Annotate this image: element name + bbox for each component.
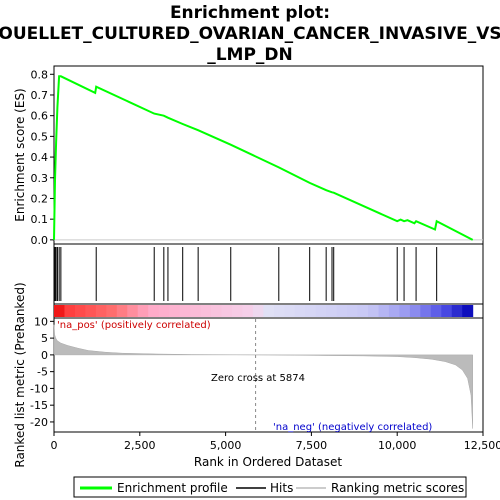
title-line-3: _LMP_DN: [207, 45, 293, 65]
hits-panel: [53, 243, 484, 305]
colorbar-segment: [462, 305, 474, 317]
colorbar-segment: [200, 305, 212, 317]
colorbar-segment: [137, 305, 149, 317]
colorbar-segment: [263, 305, 275, 317]
colorbar-segment: [179, 305, 191, 317]
x-tick-label: 2,500: [124, 439, 156, 452]
colorbar-segment: [315, 305, 327, 317]
colorbar-segment: [326, 305, 338, 317]
metric-ytick-label: -5: [37, 366, 48, 379]
na-neg-annotation: 'na_neg' (negatively correlated): [273, 422, 432, 433]
colorbar-segment: [336, 305, 348, 317]
rank-colorbar: [53, 303, 484, 319]
colorbar-segment: [190, 305, 202, 317]
x-tick-label: 7,500: [296, 439, 328, 452]
x-axis: 0 2,500 5,000 7,500 10,000 12,500: [51, 432, 500, 452]
colorbar-segment: [211, 305, 222, 317]
colorbar-segment: [368, 305, 379, 317]
es-ytick-label: 0.4: [31, 151, 49, 164]
colorbar-segment: [231, 305, 243, 317]
colorbar-segment: [64, 305, 76, 317]
metric-ytick-label: 0: [41, 349, 48, 362]
colorbar-segment: [95, 305, 107, 317]
es-ytick-label: 0.1: [31, 213, 49, 226]
metric-ytick-label: -10: [30, 382, 48, 395]
metric-yticks: 10 5 0 -5 -10 -15 -20: [30, 315, 54, 429]
hit-lines: [54, 247, 438, 301]
colorbar-segment: [106, 305, 118, 317]
x-tick-label: 0: [51, 439, 58, 452]
legend-box: [73, 476, 467, 498]
es-ytick-label: 0.5: [31, 130, 49, 143]
colorbar-segment: [127, 305, 139, 317]
colorbar-segment: [85, 305, 97, 317]
legend-enrichment-label: Enrichment profile: [117, 481, 228, 495]
x-axis-label: Rank in Ordered Dataset: [194, 455, 342, 469]
colorbar-segment: [305, 305, 317, 317]
colorbar-segment: [441, 305, 453, 317]
ranking-metric-area: [53, 324, 473, 429]
metric-ytick-label: 5: [41, 332, 48, 345]
es-ytick-label: 0.8: [31, 68, 49, 81]
colorbar-segment: [430, 305, 442, 317]
colorbar-segment: [74, 305, 86, 317]
colorbar-segment: [252, 305, 264, 317]
colorbar-segment: [378, 305, 390, 317]
x-tick-label: 5,000: [210, 439, 242, 452]
colorbar-segment: [284, 305, 296, 317]
title-line-1: Enrichment plot:: [170, 3, 330, 23]
x-tick-label: 12,500: [464, 439, 500, 452]
colorbar-segment: [420, 305, 432, 317]
colorbar-segment: [451, 305, 463, 317]
enrichment-profile-line: [53, 75, 474, 241]
x-tick-label: 10,000: [378, 439, 417, 452]
colorbar-segment: [116, 305, 128, 317]
colorbar-segment: [273, 305, 285, 317]
colorbar-segment: [148, 305, 160, 317]
legend-metric-label: Ranking metric scores: [331, 481, 464, 495]
title-line-2: OUELLET_CULTURED_OVARIAN_CANCER_INVASIVE…: [0, 24, 500, 44]
colorbar-segment: [409, 305, 421, 317]
colorbar-segment: [347, 305, 359, 317]
colorbar-segment: [242, 305, 254, 317]
legend-hits-label: Hits: [270, 481, 293, 495]
es-ytick-label: 0.2: [31, 192, 49, 205]
colorbar-segment: [221, 305, 233, 317]
colorbar-segment: [357, 305, 369, 317]
es-ytick-label: 0.3: [31, 172, 49, 185]
es-panel-frame: [53, 65, 484, 245]
metric-ytick-label: 10: [34, 315, 48, 328]
colorbar-segment: [169, 305, 181, 317]
colorbar-segment: [294, 305, 306, 317]
na-pos-annotation: 'na_pos' (positively correlated): [57, 320, 211, 331]
es-ytick-label: 0.6: [31, 110, 49, 123]
colorbar-segment: [399, 305, 411, 317]
metric-panel-frame: [53, 317, 484, 433]
es-ytick-label: 0.7: [31, 89, 49, 102]
hits-panel-frame: [53, 243, 484, 305]
metric-ylabel: Ranked list metric (PreRanked): [13, 282, 27, 467]
legend: Enrichment profile Hits Ranking metric s…: [73, 476, 467, 498]
metric-ytick-label: -15: [30, 399, 48, 412]
zero-cross-annotation: Zero cross at 5874: [211, 373, 305, 384]
es-yticks: 0.0 0.1 0.2 0.3 0.4 0.5 0.6 0.7 0.8: [31, 68, 54, 247]
metric-ytick-label: -20: [30, 416, 48, 429]
es-ylabel: Enrichment score (ES): [13, 88, 27, 221]
es-panel: 0.0 0.1 0.2 0.3 0.4 0.5 0.6 0.7 0.8 Enrichment s…: [13, 65, 484, 247]
metric-panel: 10 5 0 -5 -10 -15 -20 'na_pos' (positively cor…: [13, 282, 484, 468]
colorbar-segment: [158, 305, 170, 317]
colorbar-segment: [54, 305, 65, 317]
colorbar-segment: [388, 305, 400, 317]
es-ytick-label: 0.0: [31, 234, 49, 247]
